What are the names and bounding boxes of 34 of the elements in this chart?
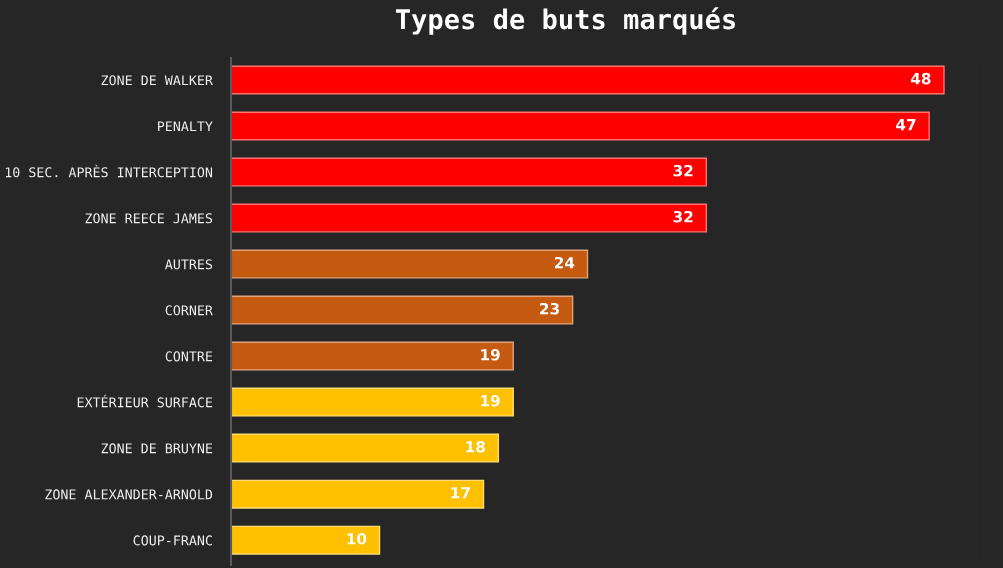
y-tick-label: ZONE REECE JAMES bbox=[85, 213, 213, 224]
bar bbox=[231, 65, 945, 95]
data-label: 17 bbox=[451, 487, 470, 499]
bar bbox=[231, 157, 708, 187]
data-label: 23 bbox=[540, 302, 559, 315]
bar bbox=[231, 479, 485, 509]
bar bbox=[231, 433, 500, 463]
data-label: 24 bbox=[554, 256, 575, 269]
y-tick-label: CORNER bbox=[165, 305, 213, 316]
y-tick-label: EXTÉRIEUR SURFACE bbox=[77, 394, 213, 408]
data-label: 32 bbox=[673, 210, 693, 223]
data-label: 18 bbox=[466, 441, 485, 453]
data-label: 47 bbox=[896, 119, 916, 131]
chart-title: Types de buts marqués bbox=[395, 7, 736, 35]
y-tick-label: ZONE ALEXANDER-ARNOLD bbox=[45, 489, 213, 500]
bar bbox=[231, 525, 381, 555]
y-tick-label: 10 SEC. APRÈS INTERCEPTION bbox=[5, 164, 213, 178]
bar bbox=[231, 111, 930, 141]
y-tick-label: PENALTY bbox=[158, 121, 213, 132]
data-label: 10 bbox=[347, 533, 367, 545]
y-tick-label: ZONE DE BRUYNE bbox=[101, 443, 213, 454]
y-tick-label: COUP-FRANC bbox=[133, 535, 212, 546]
y-tick-label: AUTRES bbox=[165, 259, 213, 270]
bar bbox=[231, 203, 708, 233]
y-tick-label: CONTRE bbox=[165, 351, 213, 362]
data-label: 32 bbox=[673, 164, 693, 177]
bar bbox=[231, 387, 514, 417]
bar bbox=[231, 341, 514, 371]
bar bbox=[231, 295, 574, 325]
bar bbox=[231, 249, 589, 279]
y-tick-label: ZONE DE WALKER bbox=[101, 75, 213, 86]
data-label: 19 bbox=[481, 395, 500, 407]
data-label: 19 bbox=[481, 348, 500, 361]
data-label: 48 bbox=[910, 72, 931, 85]
